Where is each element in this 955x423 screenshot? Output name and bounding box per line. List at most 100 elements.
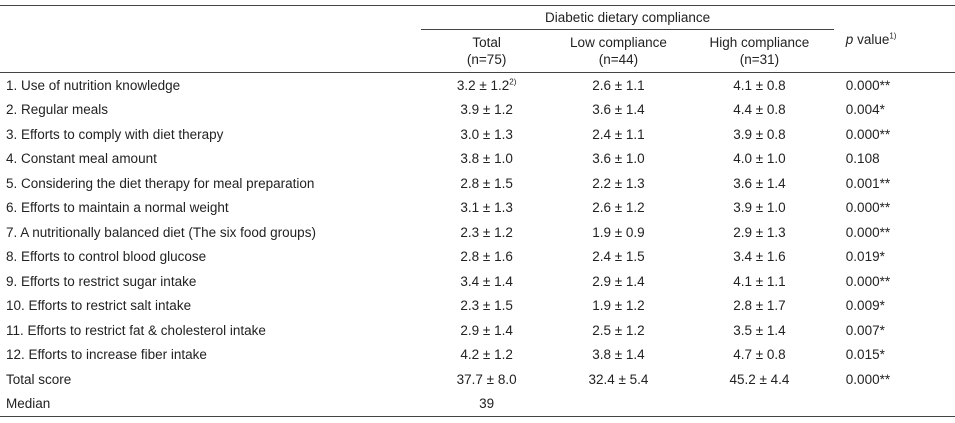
cell-total: 37.7 ± 8.0: [421, 367, 551, 392]
table-row: 2. Regular meals 3.9 ± 1.2 3.6 ± 1.4 4.4 ± …: [0, 98, 955, 123]
cell-total: 2.3 ± 1.2: [421, 220, 551, 245]
cell-total: 39: [421, 391, 552, 417]
cell-total-value: 2.8 ± 1.6: [460, 249, 513, 265]
cell-high: 4.4 ± 0.8: [733, 102, 786, 118]
cell-p-value: 0.009*: [845, 298, 885, 314]
cell-high: 3.4 ± 1.6: [733, 249, 786, 265]
col-header-high-n: (n=31): [739, 52, 780, 67]
cell-low: 2.6 ± 1.1: [592, 77, 645, 93]
dietary-compliance-table: Diabetic dietary compliance p value1) To…: [0, 5, 955, 417]
table-row: 1. Use of nutrition knowledge 3.2 ± 1.22)…: [0, 73, 955, 98]
header-row-columns: Total (n=75) Low compliance (n=44) High co…: [0, 29, 955, 73]
cell-total: 3.2 ± 1.22): [421, 73, 551, 98]
row-label: 6. Efforts to maintain a normal weight: [6, 200, 229, 216]
row-label: Median: [0, 391, 422, 417]
table-row: 10. Efforts to restrict salt intake 2.3 ±…: [0, 294, 955, 319]
col-header-high-name: High compliance: [709, 35, 810, 50]
cell-high: 4.7 ± 0.8: [733, 347, 786, 363]
row-label: 3. Efforts to comply with diet therapy: [6, 126, 224, 142]
cell-p-value: [833, 391, 955, 417]
col-header-low-n: (n=44): [598, 52, 639, 67]
table-row: 4. Constant meal amount 3.8 ± 1.0 3.6 ± 1.…: [0, 147, 955, 172]
table-row: 9. Efforts to restrict sugar intake 3.4 ±…: [0, 269, 955, 294]
cell-p-value: 0.015*: [845, 347, 885, 363]
cell-p-value: 0.000**: [845, 224, 891, 240]
cell-total-value: 2.3 ± 1.5: [460, 298, 513, 314]
col-header-total-n: (n=75): [466, 52, 507, 67]
cell-p-value: 0.004*: [845, 102, 885, 118]
cell-low: 2.4 ± 1.5: [592, 249, 645, 265]
row-label: 12. Efforts to increase fiber intake: [6, 347, 207, 363]
cell-low: 3.8 ± 1.4: [592, 347, 645, 363]
cell-total: 3.0 ± 1.3: [421, 122, 551, 147]
cell-total: 2.3 ± 1.5: [421, 294, 551, 319]
table-row: Total score 37.7 ± 8.0 32.4 ± 5.4 45.2 ± 4.…: [0, 367, 955, 392]
cell-total: 3.8 ± 1.0: [421, 147, 551, 172]
cell-p-value: 0.007*: [845, 322, 885, 338]
row-label: 9. Efforts to restrict sugar intake: [6, 273, 197, 289]
cell-total: 4.2 ± 1.2: [421, 343, 551, 368]
table-row: 12. Efforts to increase fiber intake 4.2 …: [0, 343, 955, 368]
cell-total: 2.8 ± 1.5: [421, 171, 551, 196]
cell-p-value: 0.000**: [845, 126, 891, 142]
col-header-total: Total (n=75): [421, 29, 552, 73]
row-label: 4. Constant meal amount: [6, 151, 157, 167]
cell-low: 1.9 ± 1.2: [592, 298, 645, 314]
cell-p-value: 0.001**: [845, 175, 891, 191]
table-row: 5. Considering the diet therapy for meal…: [0, 171, 955, 196]
p-value-italic: p: [845, 31, 854, 47]
table-row: 3. Efforts to comply with diet therapy 3.…: [0, 122, 955, 147]
table-row: 6. Efforts to maintain a normal weight 3.…: [0, 196, 955, 221]
cell-total: 2.9 ± 1.4: [421, 318, 551, 343]
p-value-footnote: 1): [889, 31, 897, 40]
group-title: Diabetic dietary compliance: [421, 5, 834, 30]
cell-total-value: 3.4 ± 1.4: [460, 273, 513, 289]
cell-low: 2.2 ± 1.3: [592, 175, 645, 191]
row-label: 5. Considering the diet therapy for meal…: [6, 175, 315, 191]
cell-low: [551, 391, 686, 417]
cell-high: 4.0 ± 1.0: [733, 151, 786, 167]
cell-total-value: 3.9 ± 1.2: [460, 102, 513, 118]
cell-high: [685, 391, 834, 417]
cell-high: 3.5 ± 1.4: [733, 322, 786, 338]
cell-high: 3.9 ± 1.0: [733, 200, 786, 216]
cell-high: 2.8 ± 1.7: [733, 298, 786, 314]
cell-total-value: 2.9 ± 1.4: [460, 322, 513, 338]
row-label: 11. Efforts to restrict fat & cholestero…: [6, 322, 266, 338]
cell-low: 2.4 ± 1.1: [592, 126, 645, 142]
p-value-suffix: value: [853, 31, 890, 47]
cell-total: 3.9 ± 1.2: [421, 98, 551, 123]
cell-p-value: 0.000**: [845, 77, 891, 93]
col-header-low: Low compliance (n=44): [551, 29, 686, 73]
cell-high: 4.1 ± 0.8: [733, 77, 786, 93]
cell-high: 45.2 ± 4.4: [729, 371, 790, 387]
cell-high: 4.1 ± 1.1: [733, 273, 786, 289]
table-row: Median 39: [0, 391, 955, 417]
cell-total-value: 4.2 ± 1.2: [460, 347, 513, 363]
col-header-low-name: Low compliance: [570, 35, 667, 50]
cell-low: 2.6 ± 1.2: [592, 200, 645, 216]
row-label: 10. Efforts to restrict salt intake: [6, 298, 192, 314]
p-value-header: p value1): [833, 5, 955, 73]
cell-low: 3.6 ± 1.4: [592, 102, 645, 118]
cell-p-value: 0.000**: [845, 200, 891, 216]
cell-low: 1.9 ± 0.9: [592, 224, 645, 240]
cell-total-value: 3.0 ± 1.3: [460, 126, 513, 142]
cell-p-value: 0.000**: [845, 273, 891, 289]
table-row: 11. Efforts to restrict fat & cholestero…: [0, 318, 955, 343]
cell-low: 2.5 ± 1.2: [592, 322, 645, 338]
cell-total: 3.4 ± 1.4: [421, 269, 551, 294]
cell-p-value: 0.000**: [845, 371, 891, 387]
col-header-high: High compliance (n=31): [685, 29, 834, 73]
cell-total-value: 39: [479, 396, 495, 412]
cell-low: 3.6 ± 1.0: [592, 151, 645, 167]
cell-low: 2.9 ± 1.4: [592, 273, 645, 289]
cell-high: 3.9 ± 0.8: [733, 126, 786, 142]
cell-total-footnote: 2): [509, 77, 517, 87]
cell-total: 3.1 ± 1.3: [421, 196, 551, 221]
cell-total-value: 37.7 ± 8.0: [456, 371, 517, 387]
cell-total-value: 3.2 ± 1.2: [456, 77, 510, 93]
cell-total-value: 3.1 ± 1.3: [460, 200, 513, 216]
row-label: 7. A nutritionally balanced diet (The si…: [6, 224, 316, 240]
row-label: 2. Regular meals: [6, 102, 109, 118]
